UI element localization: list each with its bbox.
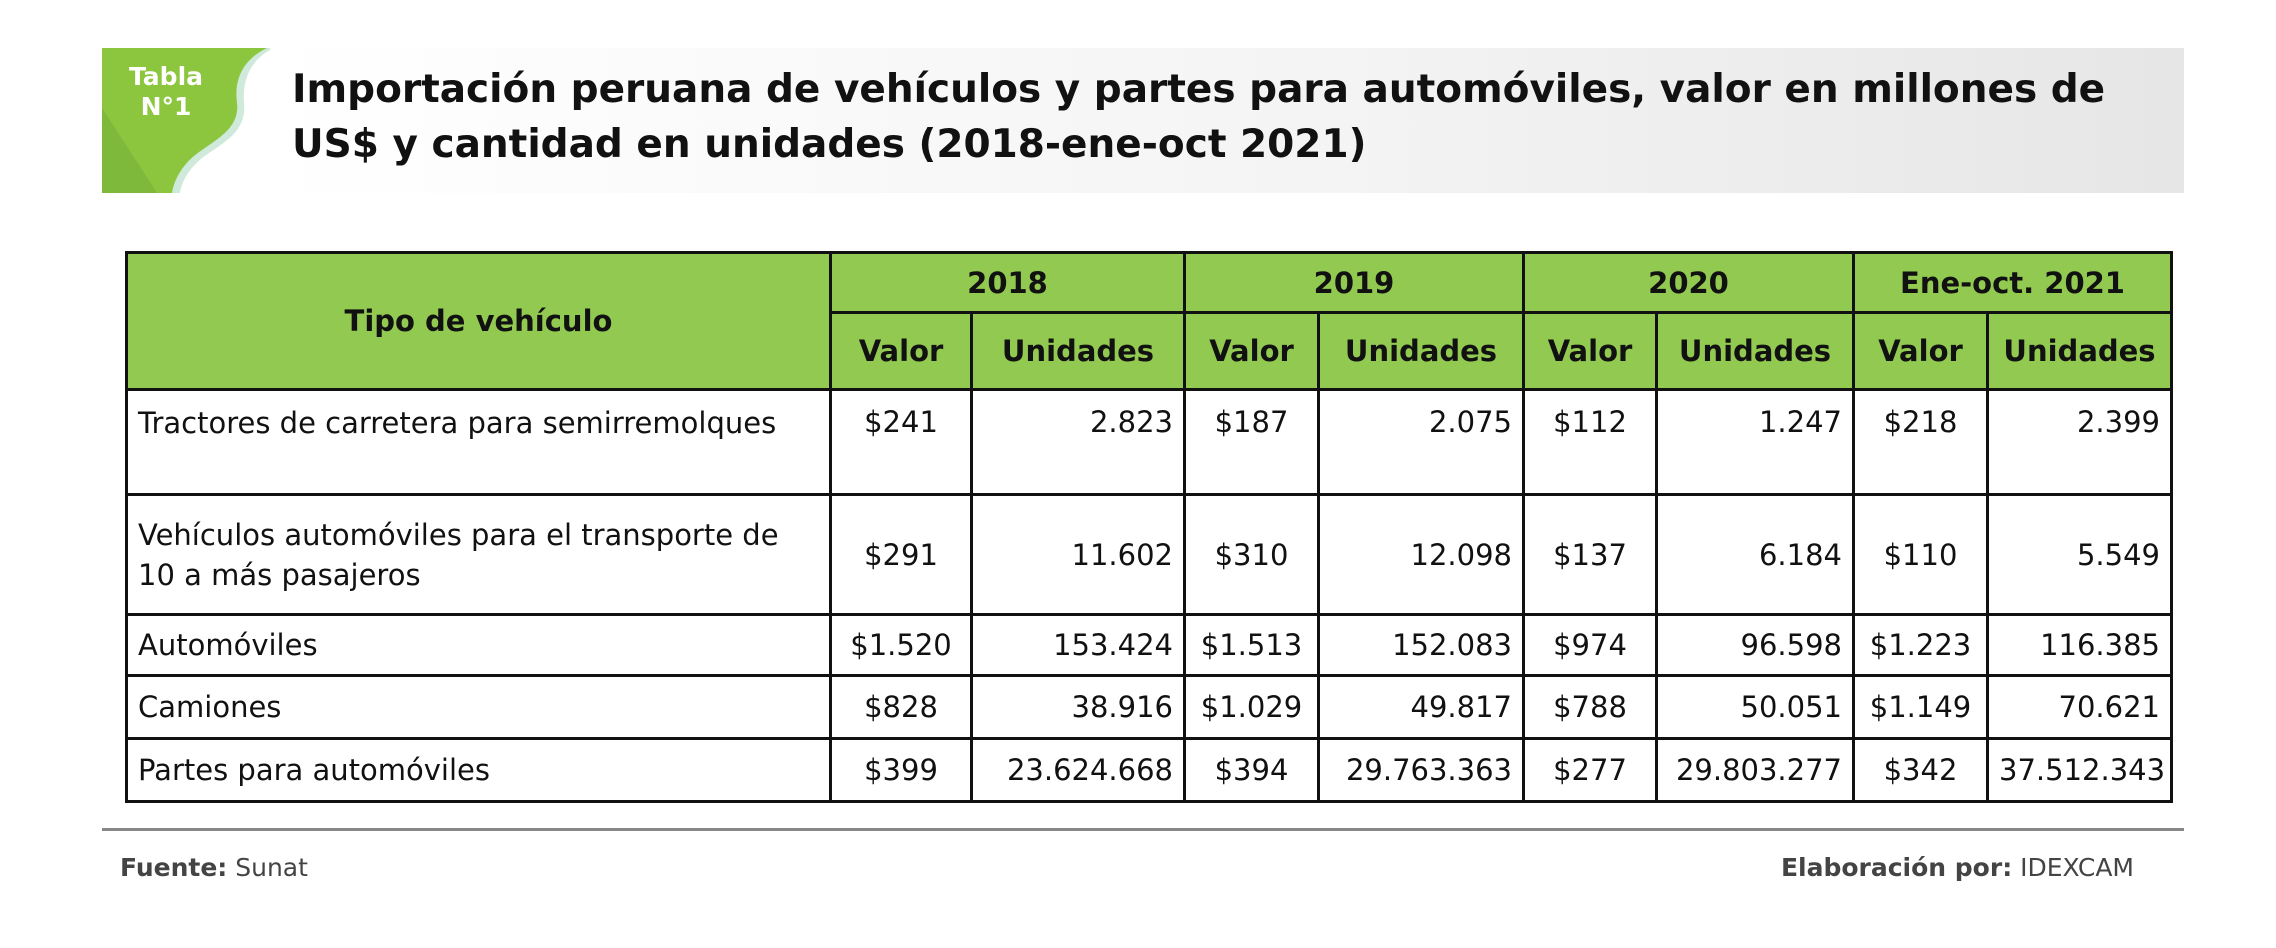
unidades-cell: 2.823 [970, 388, 1186, 496]
vehicle-type: Automóviles [125, 613, 832, 677]
valor-cell: $110 [1852, 493, 1989, 616]
unidades-cell: 49.817 [1317, 674, 1525, 740]
valor-cell: $1.149 [1852, 674, 1989, 740]
unidades-header: Unidades [1317, 311, 1525, 391]
author-note: Elaboración por: IDEXCAM [1781, 853, 2134, 882]
period-header: 2019 [1183, 251, 1525, 314]
table-row: Tractores de carretera para semirremolqu… [125, 388, 2173, 496]
badge-line2: N°1 [140, 92, 192, 121]
unidades-header: Unidades [970, 311, 1186, 391]
vehicle-type: Camiones [125, 674, 832, 740]
period-header: 2020 [1522, 251, 1855, 314]
title-band [270, 48, 2184, 193]
valor-header: Valor [1183, 311, 1320, 391]
vehicle-type: Partes para automóviles [125, 737, 832, 803]
table-badge [102, 48, 274, 193]
page-title: Importación peruana de vehículos y parte… [292, 62, 2172, 172]
author-label: Elaboración por: [1780, 853, 2013, 882]
row-header: Tipo de vehículo [125, 251, 832, 391]
source-label: Fuente: [120, 853, 228, 882]
valor-cell: $187 [1183, 388, 1320, 496]
valor-cell: $788 [1522, 674, 1658, 740]
header-row-periods: Tipo de vehículo 2018 2019 2020 Ene-oct. 20… [125, 251, 2173, 391]
vehicle-type: Tractores de carretera para semirremolqu… [125, 388, 832, 496]
unidades-cell: 153.424 [970, 613, 1186, 677]
table-row: Partes para automóviles $399 23.624.668 $39… [125, 737, 2173, 803]
unidades-cell: 23.624.668 [970, 737, 1186, 803]
valor-cell: $241 [829, 388, 973, 496]
title-line1: Importación peruana de vehículos y parte… [292, 67, 2106, 112]
valor-cell: $137 [1522, 493, 1658, 616]
unidades-cell: 5.549 [1986, 493, 2173, 616]
badge-label: Tabla N°1 [102, 62, 230, 122]
valor-cell: $1.513 [1183, 613, 1320, 677]
unidades-cell: 70.621 [1986, 674, 2173, 740]
unidades-cell: 29.803.277 [1655, 737, 1855, 803]
table-row: Vehículos automóviles para el transporte… [125, 493, 2173, 616]
unidades-cell: 50.051 [1655, 674, 1855, 740]
valor-cell: $828 [829, 674, 973, 740]
data-table: Tipo de vehículo 2018 2019 2020 Ene-oct. 20… [125, 251, 2173, 803]
valor-header: Valor [1852, 311, 1989, 391]
unidades-cell: 11.602 [970, 493, 1186, 616]
unidades-cell: 116.385 [1986, 613, 2173, 677]
unidades-cell: 29.763.363 [1317, 737, 1525, 803]
period-header: 2018 [829, 251, 1186, 314]
source-note: Fuente: Sunat [120, 853, 308, 882]
vehicle-type: Vehículos automóviles para el transporte… [125, 493, 832, 616]
valor-cell: $342 [1852, 737, 1989, 803]
unidades-cell: 38.916 [970, 674, 1186, 740]
valor-cell: $277 [1522, 737, 1658, 803]
valor-cell: $291 [829, 493, 973, 616]
table-row: Automóviles $1.520 153.424 $1.513 152.083 $97… [125, 613, 2173, 677]
unidades-cell: 96.598 [1655, 613, 1855, 677]
unidades-cell: 2.075 [1317, 388, 1525, 496]
divider [102, 828, 2184, 831]
title-line2: US$ y cantidad en unidades (2018-ene-oct… [292, 122, 1367, 167]
source-value: Sunat [235, 853, 308, 882]
unidades-header: Unidades [1986, 311, 2173, 391]
period-header: Ene-oct. 2021 [1852, 251, 2173, 314]
unidades-cell: 6.184 [1655, 493, 1855, 616]
unidades-cell: 37.512.343 [1986, 737, 2173, 803]
unidades-cell: 1.247 [1655, 388, 1855, 496]
valor-cell: $399 [829, 737, 973, 803]
unidades-cell: 2.399 [1986, 388, 2173, 496]
unidades-cell: 152.083 [1317, 613, 1525, 677]
unidades-cell: 12.098 [1317, 493, 1525, 616]
header-row-subheaders: Valor Unidades Valor Unidades Valor Unidades V… [127, 311, 2173, 391]
valor-cell: $310 [1183, 493, 1320, 616]
valor-cell: $1.029 [1183, 674, 1320, 740]
unidades-header: Unidades [1655, 311, 1855, 391]
valor-cell: $218 [1852, 388, 1989, 496]
badge-line1: Tabla [128, 62, 204, 91]
table-body: Tractores de carretera para semirremolqu… [125, 388, 2173, 803]
valor-header: Valor [1522, 311, 1658, 391]
valor-cell: $1.520 [829, 613, 973, 677]
author-value: IDEXCAM [2020, 853, 2134, 882]
valor-cell: $394 [1183, 737, 1320, 803]
table-row: Camiones $828 38.916 $1.029 49.817 $788 50.051… [125, 674, 2173, 740]
valor-cell: $112 [1522, 388, 1658, 496]
valor-cell: $974 [1522, 613, 1658, 677]
valor-header: Valor [829, 311, 973, 391]
valor-cell: $1.223 [1852, 613, 1989, 677]
